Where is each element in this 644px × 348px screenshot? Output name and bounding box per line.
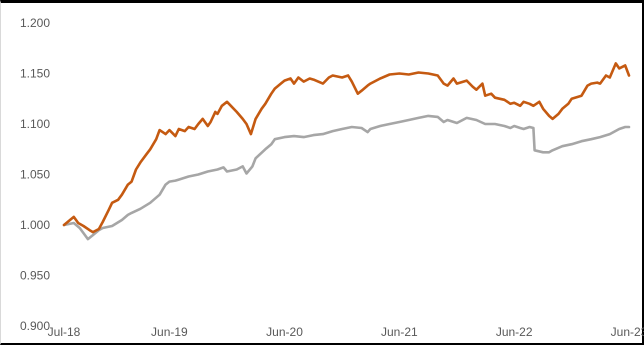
y-tick-label: 1.100: [20, 117, 50, 131]
line-chart: 0.900 0.950 1.000 1.050 1.100 1.150 1.200 Jul-…: [20, 16, 644, 339]
y-tick-label: 1.000: [20, 218, 50, 232]
x-tick-label: Jun-21: [381, 325, 418, 339]
series-line-2: [62, 114, 631, 241]
y-tick-label: 1.150: [20, 67, 50, 81]
x-tick-label: Jul-18: [48, 325, 81, 339]
x-tick-label: Jun-19: [151, 325, 188, 339]
x-axis-ticks: Jul-18 Jun-19 Jun-20 Jun-21 Jun-22 Jun-23: [48, 325, 644, 339]
y-tick-label: 0.950: [20, 269, 50, 283]
series-lines: [62, 62, 631, 241]
x-tick-label: Jun-22: [496, 325, 533, 339]
y-tick-label: 0.900: [20, 319, 50, 333]
y-axis-ticks: 0.900 0.950 1.000 1.050 1.100 1.150 1.200: [20, 16, 50, 333]
y-tick-label: 1.200: [20, 16, 50, 30]
series-line-1: [62, 62, 631, 234]
y-tick-label: 1.050: [20, 168, 50, 182]
x-tick-label: Jun-20: [266, 325, 303, 339]
x-tick-label: Jun-23: [611, 325, 644, 339]
